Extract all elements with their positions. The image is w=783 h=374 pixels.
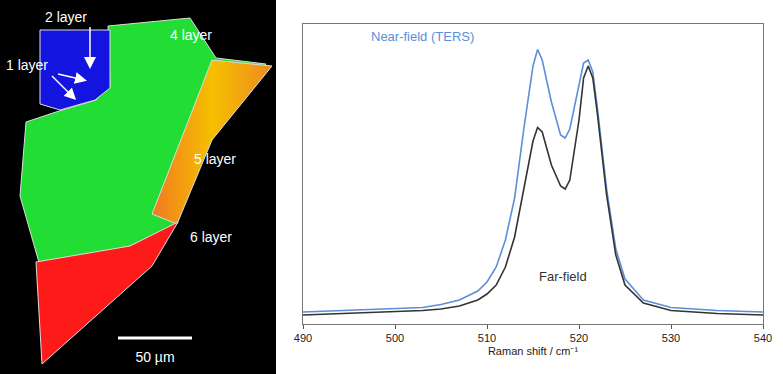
svg-text:4 layer: 4 layer xyxy=(170,27,212,43)
svg-text:490: 490 xyxy=(294,332,312,344)
svg-text:520: 520 xyxy=(570,332,588,344)
svg-text:1 layer: 1 layer xyxy=(6,57,48,73)
svg-text:540: 540 xyxy=(754,332,772,344)
svg-text:Far-field: Far-field xyxy=(539,269,587,284)
svg-text:6 layer: 6 layer xyxy=(190,229,232,245)
svg-text:50 µm: 50 µm xyxy=(135,349,174,365)
svg-text:530: 530 xyxy=(662,332,680,344)
svg-text:Raman shift / cm⁻¹: Raman shift / cm⁻¹ xyxy=(488,345,579,357)
svg-text:Near-field (TERS): Near-field (TERS) xyxy=(371,29,474,44)
svg-text:500: 500 xyxy=(386,332,404,344)
svg-text:5 layer: 5 layer xyxy=(194,151,236,167)
svg-text:510: 510 xyxy=(478,332,496,344)
svg-text:2 layer: 2 layer xyxy=(45,9,87,25)
